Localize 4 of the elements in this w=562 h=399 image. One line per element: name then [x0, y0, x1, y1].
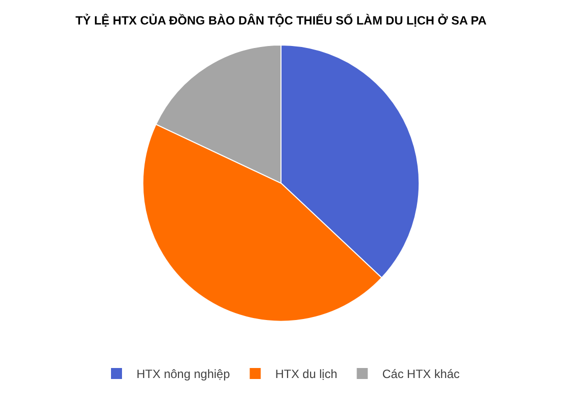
chart-title: TỶ LỆ HTX CỦA ĐỒNG BÀO DÂN TỘC THIỂU SỐ LÀM DU LỊCH Ở SA PA [75, 13, 487, 28]
legend-label: HTX nông nghiệp [136, 367, 230, 382]
legend-label: Các HTX khác [382, 367, 460, 382]
legend-label: HTX du lịch [275, 367, 338, 382]
